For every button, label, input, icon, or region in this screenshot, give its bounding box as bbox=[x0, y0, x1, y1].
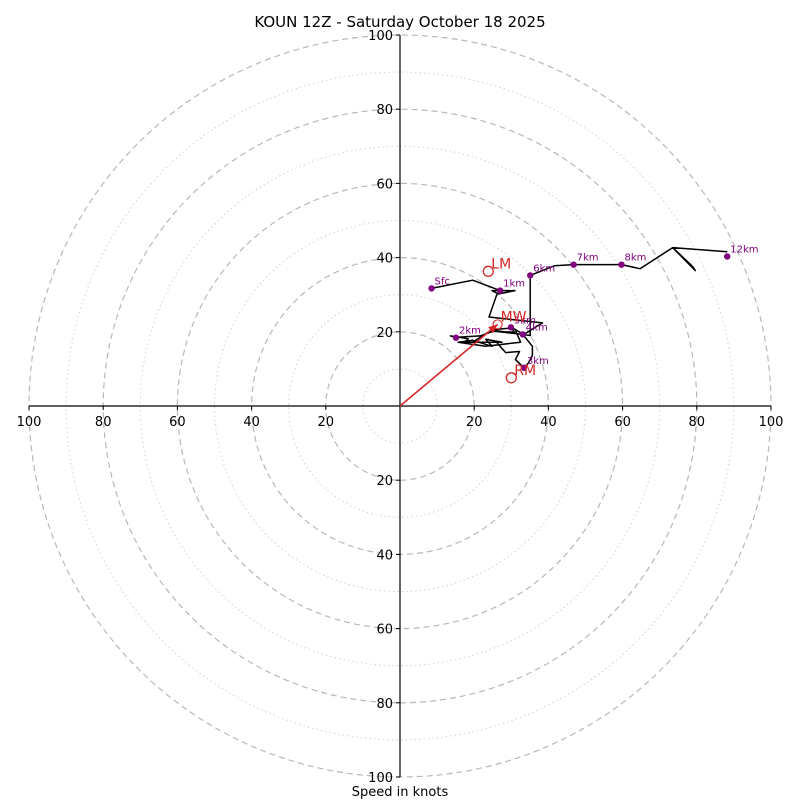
height-marker-label: 8km bbox=[624, 253, 646, 264]
y-tick-label: 80 bbox=[376, 103, 393, 118]
x-axis-label: Speed in knots bbox=[352, 785, 449, 800]
height-marker-point bbox=[519, 331, 527, 338]
mean-wind-arrow-shaft bbox=[399, 323, 499, 407]
storm-motion-label: RM bbox=[514, 363, 536, 379]
height-marker-point bbox=[452, 334, 460, 341]
mean-wind-arrow bbox=[399, 323, 499, 407]
height-marker-point bbox=[527, 272, 534, 279]
storm-motion-marker bbox=[492, 319, 503, 330]
height-marker-point bbox=[507, 324, 515, 331]
x-tick-label: 100 bbox=[759, 415, 784, 430]
storm-motion-label: LM bbox=[491, 256, 511, 272]
tick-labels: 20 20 20 20 40 40 40 40 60 60 60 60 80 80 80 80 100 100 10… bbox=[17, 29, 784, 786]
y-tick-label: 60 bbox=[376, 177, 393, 192]
height-marker-label: 1km bbox=[503, 279, 525, 290]
storm-motion-marker bbox=[505, 372, 517, 384]
height-marker-label: Sfc bbox=[435, 276, 450, 287]
x-tick-label: 100 bbox=[17, 415, 42, 430]
hodograph-trace-line bbox=[431, 246, 728, 369]
storm-motion-marker bbox=[482, 265, 494, 277]
x-tick-label: 40 bbox=[243, 415, 260, 430]
height-marker-point bbox=[724, 253, 731, 260]
height-marker-label: 2km bbox=[459, 326, 481, 337]
height-marker-label: 6km bbox=[533, 263, 555, 274]
x-tick-label: 80 bbox=[95, 415, 112, 430]
height-marker-label: 12km bbox=[730, 244, 758, 255]
y-tick-label: 40 bbox=[376, 548, 393, 563]
storm-motion-label: MW bbox=[501, 309, 527, 325]
height-marker-point bbox=[496, 287, 504, 294]
mean-wind-arrow-head bbox=[488, 324, 498, 334]
height-marker-label: 4km bbox=[526, 322, 548, 333]
height-marker-label: 3km bbox=[527, 356, 549, 367]
hodograph-trace bbox=[431, 246, 728, 369]
height-marker-label: 7km bbox=[577, 253, 599, 264]
x-tick-label: 80 bbox=[689, 415, 706, 430]
x-tick-label: 60 bbox=[614, 415, 631, 430]
height-marker-point bbox=[618, 261, 625, 268]
y-tick-label: 20 bbox=[376, 326, 393, 341]
height-marker-point bbox=[570, 261, 577, 268]
y-tick-label: 100 bbox=[368, 771, 393, 786]
x-tick-label: 60 bbox=[169, 415, 186, 430]
y-tick-label: 60 bbox=[376, 623, 393, 638]
height-marker-label: 5km bbox=[514, 315, 536, 326]
y-tick-label: 40 bbox=[376, 252, 393, 267]
chart-title: KOUN 12Z - Saturday October 18 2025 bbox=[254, 13, 545, 31]
x-tick-label: 20 bbox=[318, 415, 335, 430]
x-tick-label: 20 bbox=[466, 415, 483, 430]
y-tick-label: 100 bbox=[368, 29, 393, 44]
height-marker-point bbox=[520, 364, 528, 371]
y-tick-label: 20 bbox=[376, 474, 393, 489]
storm-motion-markers: LM RM MW bbox=[482, 256, 536, 384]
x-tick-label: 40 bbox=[540, 415, 557, 430]
height-marker-point bbox=[428, 285, 435, 292]
y-tick-label: 80 bbox=[376, 697, 393, 712]
